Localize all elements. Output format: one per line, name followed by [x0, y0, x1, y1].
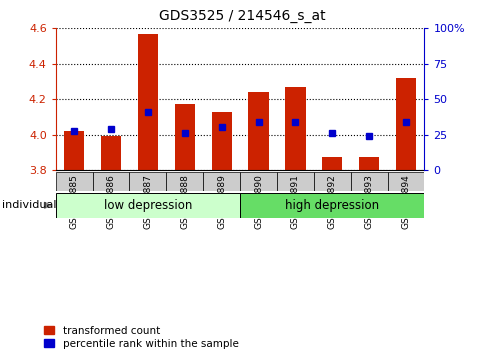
Bar [64, 131, 84, 170]
Bar [358, 156, 378, 170]
Bar [137, 34, 158, 170]
Text: GSM230891: GSM230891 [290, 175, 299, 229]
Bar [101, 136, 121, 170]
Bar [313, 172, 350, 191]
Bar [211, 112, 231, 170]
Bar [174, 104, 195, 170]
Bar [321, 156, 342, 170]
Text: GDS3525 / 214546_s_at: GDS3525 / 214546_s_at [159, 9, 325, 23]
Text: GSM230885: GSM230885 [70, 175, 78, 229]
Text: individual: individual [2, 200, 57, 210]
Text: GSM230889: GSM230889 [217, 175, 226, 229]
Bar [276, 172, 313, 191]
Text: GSM230886: GSM230886 [106, 175, 115, 229]
Bar [240, 193, 424, 218]
Text: GSM230893: GSM230893 [364, 175, 373, 229]
Text: GSM230888: GSM230888 [180, 175, 189, 229]
Bar [203, 172, 240, 191]
Bar [350, 172, 387, 191]
Bar [387, 172, 424, 191]
Bar [92, 172, 129, 191]
Bar [285, 87, 305, 170]
Bar [166, 172, 203, 191]
Bar [395, 78, 415, 170]
Bar [240, 172, 276, 191]
Bar [56, 193, 240, 218]
Bar [56, 172, 92, 191]
Text: GSM230892: GSM230892 [327, 175, 336, 229]
Legend: transformed count, percentile rank within the sample: transformed count, percentile rank withi… [44, 326, 238, 349]
Text: GSM230890: GSM230890 [254, 175, 262, 229]
Text: GSM230894: GSM230894 [401, 175, 409, 229]
Text: low depression: low depression [104, 199, 192, 212]
Text: high depression: high depression [285, 199, 378, 212]
Bar [248, 92, 268, 170]
Bar [129, 172, 166, 191]
Text: GSM230887: GSM230887 [143, 175, 152, 229]
